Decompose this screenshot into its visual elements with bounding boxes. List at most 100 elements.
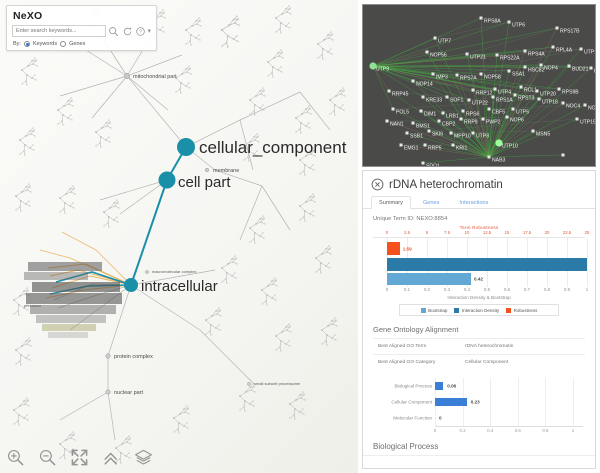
ontology-tree-panel[interactable]: mitochondrial part membrane protein comp…	[0, 0, 358, 473]
zoom-in-icon[interactable]	[6, 448, 25, 467]
gene-node[interactable]	[491, 95, 495, 99]
gene-node[interactable]	[421, 161, 425, 165]
tab-interactions[interactable]: Interactions	[459, 200, 489, 206]
gene-node[interactable]	[557, 87, 561, 91]
tab-summary[interactable]: Summary	[371, 196, 411, 209]
gene-node[interactable]	[411, 79, 415, 83]
gene-node[interactable]	[495, 53, 499, 57]
gene-hub-node[interactable]	[495, 139, 503, 147]
gene-node[interactable]	[579, 47, 583, 51]
gene-node[interactable]	[431, 72, 435, 76]
term-detail-panel[interactable]: rDNA heterochromatin Summary Genes Inter…	[362, 170, 596, 469]
gene-node[interactable]	[535, 89, 539, 93]
gene-node[interactable]	[507, 20, 511, 24]
reset-icon[interactable]	[122, 26, 133, 37]
tree-node-cellular-component[interactable]	[177, 138, 195, 156]
gene-node[interactable]	[575, 117, 579, 121]
gene-node[interactable]	[387, 89, 391, 93]
gene-node[interactable]	[385, 119, 389, 123]
robustness-tick: 17.5	[522, 230, 532, 235]
gene-node[interactable]	[445, 95, 449, 99]
gene-node[interactable]	[481, 117, 485, 121]
gene-node[interactable]	[427, 129, 431, 133]
gene-node[interactable]	[449, 131, 453, 135]
legend-swatch	[454, 307, 460, 313]
gene-node[interactable]	[507, 69, 511, 73]
gene-label: RPS4A	[528, 52, 545, 58]
gene-node[interactable]	[561, 153, 565, 157]
radio-keywords[interactable]	[23, 41, 30, 47]
gene-hub-node[interactable]	[369, 62, 377, 70]
gene-node[interactable]	[487, 155, 491, 159]
tree-small-nodes[interactable]	[105, 73, 251, 395]
gene-node[interactable]	[437, 119, 441, 123]
gridline	[573, 410, 574, 426]
gene-node[interactable]	[513, 93, 517, 97]
gene-node[interactable]	[583, 103, 587, 107]
network-edge	[412, 80, 496, 90]
gene-node[interactable]	[405, 131, 409, 135]
gene-node[interactable]	[555, 26, 559, 30]
gene-node[interactable]	[567, 64, 571, 68]
gene-node[interactable]	[433, 36, 437, 40]
gene-node[interactable]	[589, 66, 593, 70]
radio-genes[interactable]	[60, 41, 67, 47]
gene-node[interactable]	[423, 143, 427, 147]
gene-network-graph[interactable]: UTP9 UTP7 RPS8A UTP6 RPS17B NOP56 UTP21 RPS22A R…	[363, 5, 596, 167]
tree-node-cell-part[interactable]	[158, 171, 176, 189]
gene-node[interactable]	[411, 121, 415, 125]
gene-node[interactable]	[551, 45, 555, 49]
gene-node[interactable]	[441, 111, 445, 115]
ontology-tree-graph[interactable]: mitochondrial part membrane protein comp…	[0, 0, 358, 473]
gene-node[interactable]	[561, 101, 565, 105]
bar-value: 0.42	[474, 276, 483, 282]
gene-node[interactable]	[505, 115, 509, 119]
gene-node[interactable]	[511, 107, 515, 111]
gene-node[interactable]	[537, 97, 541, 101]
gene-node[interactable]	[467, 98, 471, 102]
gene-label: NOP58	[484, 75, 501, 81]
gene-node[interactable]	[465, 52, 469, 56]
chevron-down-icon[interactable]: ▾	[147, 28, 151, 35]
gene-node[interactable]	[493, 87, 497, 91]
search-by-row[interactable]: By: Keywords Genes	[13, 41, 156, 47]
gene-node[interactable]	[451, 143, 455, 147]
tree-node-intracellular[interactable]	[124, 278, 138, 292]
gene-node[interactable]	[391, 107, 395, 111]
gene-node[interactable]	[419, 109, 423, 113]
tree-toolbar[interactable]	[6, 448, 153, 467]
gridline	[517, 410, 519, 426]
gene-label: NOP6	[510, 118, 524, 124]
detail-tabs[interactable]: Summary Genes Interactions	[363, 195, 595, 209]
gene-node[interactable]	[459, 117, 463, 121]
gene-node[interactable]	[523, 49, 527, 53]
gene-network-panel[interactable]: UTP9 UTP7 RPS8A UTP6 RPS17B NOP56 UTP21 RPS22A R…	[362, 4, 596, 167]
gene-node[interactable]	[523, 65, 527, 69]
layers-icon[interactable]	[134, 448, 153, 467]
search-input[interactable]	[12, 25, 106, 37]
gene-node[interactable]	[461, 109, 465, 113]
fit-to-screen-icon[interactable]	[70, 448, 89, 467]
gene-node[interactable]	[487, 107, 491, 111]
search-icon[interactable]	[108, 26, 119, 37]
zoom-out-icon[interactable]	[38, 448, 57, 467]
gene-node[interactable]	[471, 131, 475, 135]
gene-node[interactable]	[399, 143, 403, 147]
network-edge	[520, 86, 560, 90]
gene-node[interactable]	[455, 73, 459, 77]
help-icon[interactable]: ?	[135, 26, 146, 37]
gene-node[interactable]	[531, 129, 535, 133]
gene-node[interactable]	[471, 88, 475, 92]
search-panel[interactable]: NeXO ? ▾ By: Keywo	[6, 5, 157, 51]
highlighted-nodes[interactable]	[124, 138, 195, 292]
gene-node[interactable]	[539, 63, 543, 67]
gene-node[interactable]	[425, 50, 429, 54]
collapse-icon[interactable]	[102, 448, 121, 467]
gene-node[interactable]	[421, 95, 425, 99]
gene-node[interactable]	[479, 16, 483, 20]
gene-node[interactable]	[519, 85, 523, 89]
tab-genes[interactable]: Genes	[422, 200, 440, 206]
search-row[interactable]: ? ▾	[12, 25, 151, 37]
close-circle-icon[interactable]	[371, 178, 384, 191]
gene-node[interactable]	[479, 72, 483, 76]
